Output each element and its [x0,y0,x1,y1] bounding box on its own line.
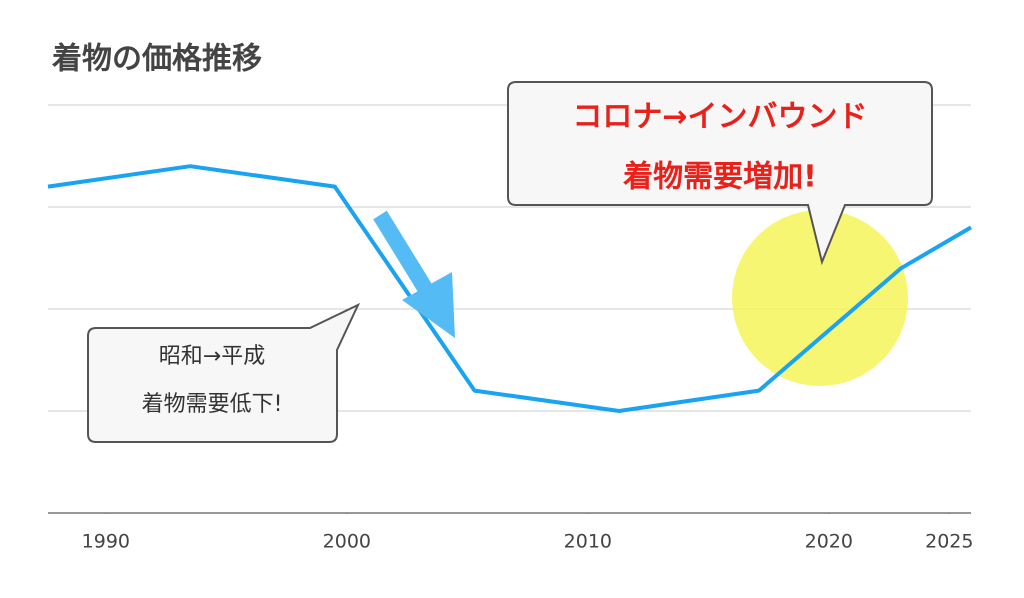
x-tick-label: 1990 [82,531,130,553]
callout-left [87,302,361,443]
callout-text: 着物需要増加! [623,160,817,195]
x-tick-label: 2000 [323,531,371,553]
down-arrow [373,210,435,298]
grid: 1990 2000 2010 2020 2025 [48,104,973,553]
down-arrow-head [402,272,455,338]
line [47,164,973,413]
x-tick-label: 2020 [805,531,853,553]
callout-text: 着物需要低下! [142,392,283,417]
callout-right [507,81,933,266]
plot [47,164,973,413]
highlight-circle [732,210,908,386]
x-tick-label: 2025 [925,531,973,553]
chart-title: 着物の価格推移 [52,42,262,77]
x-tick-label: 2010 [564,531,612,553]
callout-text: 昭和→平成 [159,344,265,369]
callout-text: コロナ→インバウンド [572,100,867,135]
